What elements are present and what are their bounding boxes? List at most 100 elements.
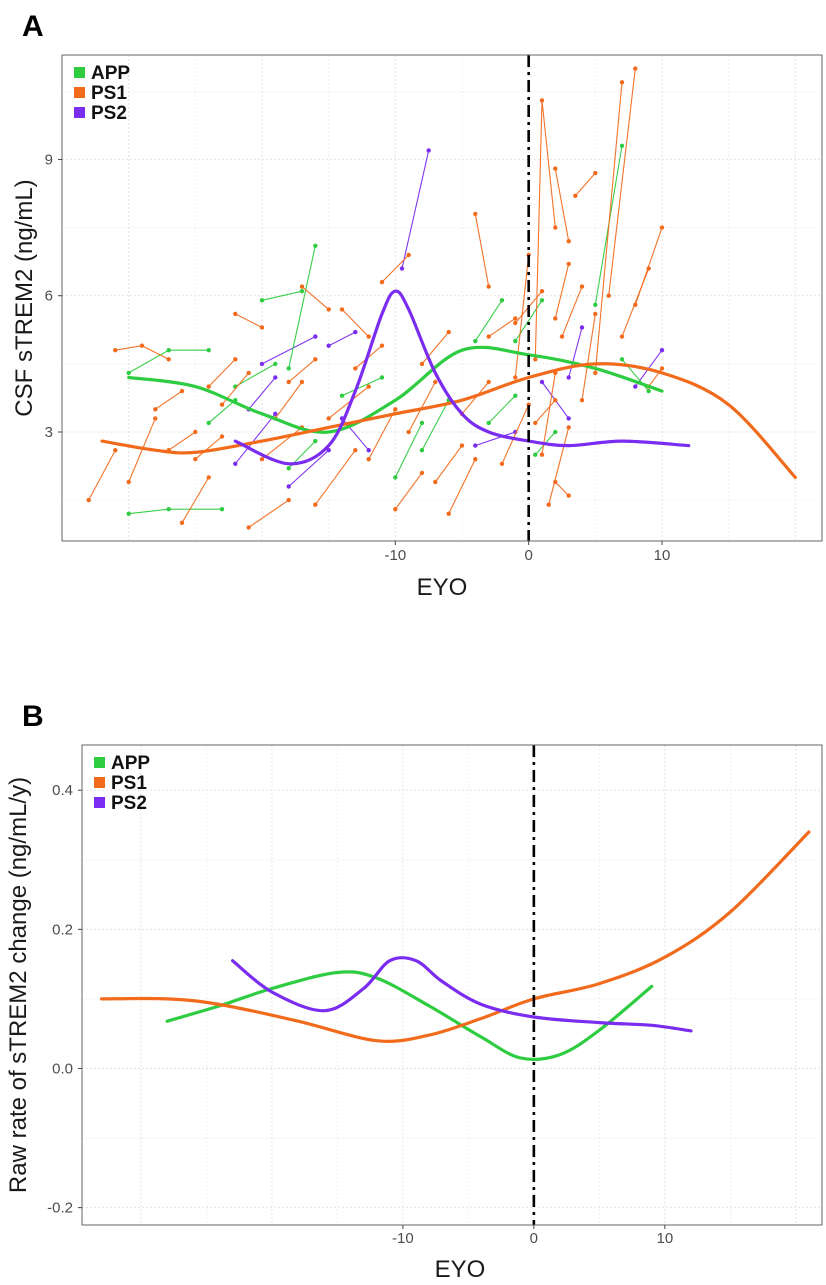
point-app [393,475,398,480]
point-ps2 [273,411,278,416]
point-ps1 [193,457,198,462]
point-ps1 [179,388,185,394]
point-ps1 [619,80,625,85]
point-ps1 [633,302,638,307]
point-app [379,375,385,380]
point-app [313,438,318,444]
point-ps1 [246,525,251,530]
trajectory-ps1 [534,399,556,424]
point-ps1 [486,379,491,385]
trajectory-ps1 [288,358,316,383]
point-app [419,420,425,426]
trajectory-ps1 [301,286,330,310]
point-ps2 [566,375,571,380]
smooth-line-app [165,970,654,1062]
trajectory-ps1 [534,100,556,360]
point-ps1 [139,343,145,348]
point-app [286,366,291,371]
trajectory-ps2 [261,336,316,365]
trajectory-ps1 [501,404,530,465]
point-ps1 [339,307,345,312]
point-ps1 [193,429,198,435]
point-ps1 [419,361,425,367]
trajectory-ps1 [421,331,450,365]
trajectory-app [128,349,209,374]
trajectory-ps2 [328,331,356,347]
point-app [273,361,278,367]
point-ps1 [313,357,318,362]
legend-swatch-ps1 [74,87,85,98]
point-ps1 [113,448,118,453]
point-app [286,466,291,471]
point-ps1 [153,407,158,412]
trajectory-ps1 [394,472,423,510]
point-ps1 [606,293,611,298]
point-ps1 [379,343,385,348]
panel-b-smooth-lines [100,830,811,1062]
point-ps1 [286,379,291,385]
point-ps1 [353,366,358,371]
trajectory-ps1 [608,68,636,296]
point-ps1 [366,457,371,462]
point-ps1 [299,284,305,289]
point-ps1 [659,225,665,230]
point-ps2 [473,443,478,448]
trajectory-ps1 [408,381,436,433]
point-ps1 [513,320,518,326]
point-app [419,448,425,453]
point-ps1 [393,407,398,412]
point-ps1 [86,497,91,503]
point-app [166,348,171,353]
point-ps1 [566,493,571,498]
trajectory-ps1 [168,431,196,451]
trajectory-ps1 [514,254,530,378]
point-ps1 [553,479,558,485]
legend-label-ps1: PS1 [111,773,147,794]
point-ps1 [486,334,491,339]
point-ps1 [246,370,251,376]
point-ps1 [433,479,438,485]
point-app [593,302,598,307]
point-ps1 [406,429,411,435]
point-ps1 [579,284,585,289]
point-ps2 [273,375,278,380]
point-ps1 [659,366,665,371]
point-ps2 [326,343,331,348]
point-ps1 [366,384,371,389]
trajectory-ps1 [381,254,410,283]
trajectory-app [488,395,516,424]
point-app [513,338,518,344]
y-tick-label: 0.4 [52,782,73,799]
point-app [499,298,505,303]
x-tick-label: 0 [530,1230,538,1247]
trajectory-app [128,508,222,515]
trajectory-ps1 [448,458,476,514]
point-ps2 [233,461,238,466]
point-app [539,298,545,303]
legend-label-app: APP [91,63,130,84]
point-ps1 [633,66,638,71]
point-ps2 [326,448,331,453]
trajectory-ps1 [574,172,596,197]
point-ps2 [659,348,665,353]
point-app [513,393,518,398]
point-ps1 [353,448,358,453]
trajectory-ps2 [568,327,583,378]
point-ps1 [593,370,598,376]
point-ps2 [366,448,371,453]
trajectory-app [235,363,276,388]
point-app [219,507,225,512]
point-app [206,420,211,426]
point-ps1 [219,434,225,439]
point-ps1 [366,334,371,339]
point-ps2 [566,416,571,421]
legend-label-ps2: PS2 [91,103,127,124]
point-ps1 [299,379,305,385]
point-ps1 [206,384,211,389]
point-ps1 [486,284,491,289]
point-app [126,370,131,376]
legend-label-app: APP [111,753,150,774]
smooth-line-app [127,345,664,434]
panel-b-y-axis-title: Raw rate of sTREM2 change (ng/mL/y) [5,777,32,1193]
point-ps1 [559,334,565,339]
